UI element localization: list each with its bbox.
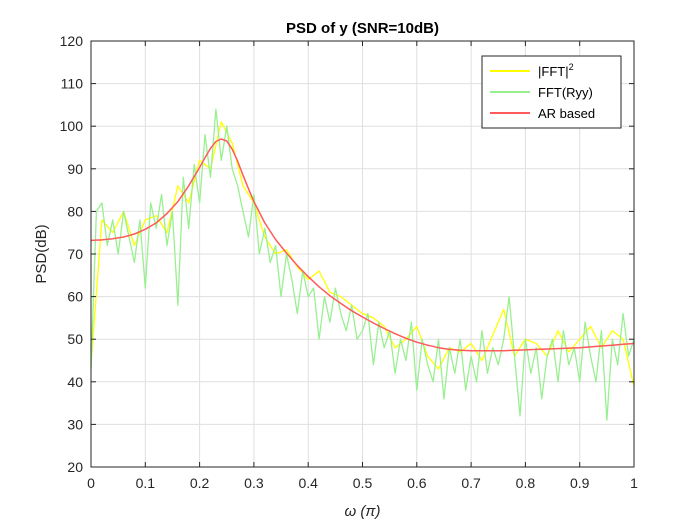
y-tick-label: 70	[67, 246, 83, 262]
y-tick-label: 120	[60, 33, 84, 49]
x-axis-label: ω (π)	[345, 503, 381, 520]
y-tick-label: 20	[67, 459, 83, 475]
legend-label-fft-sup: 2	[569, 62, 574, 72]
x-tick-label: 0.1	[136, 475, 156, 491]
legend-label-fft: |FFT|2	[538, 62, 574, 79]
legend: |FFT|2 FFT(Ryy) AR based	[481, 55, 622, 129]
series-layer	[90, 108, 635, 421]
fft-series-line	[90, 121, 635, 387]
y-tick-label: 100	[60, 118, 84, 134]
y-tick-label: 60	[67, 289, 83, 305]
legend-label-ar: AR based	[538, 106, 595, 121]
y-tick-label: 90	[67, 161, 83, 177]
y-tick-label: 30	[67, 416, 83, 432]
x-tick-label: 0.5	[353, 475, 373, 491]
x-tick-label: 0.8	[516, 475, 536, 491]
y-tick-label: 110	[61, 76, 84, 92]
y-tick-label: 50	[67, 331, 83, 347]
ticks: 0 0.1 0.2 0.3 0.4 0.5 0.6 0.7 0.8 0.9 120304050607…	[60, 33, 638, 491]
y-tick-label: 80	[67, 203, 83, 219]
x-tick-label: 0.4	[298, 475, 318, 491]
x-tick-label: 0.6	[407, 475, 427, 491]
x-tick-label: 1	[630, 475, 638, 491]
legend-label-fft-ryy: FFT(Ryy)	[538, 85, 593, 100]
x-tick-label: 0.3	[244, 475, 264, 491]
x-tick-label: 0	[87, 475, 95, 491]
fft-ryy-series-line	[90, 108, 635, 421]
legend-label-fft-base: |FFT|	[538, 64, 569, 79]
x-tick-label: 0.9	[570, 475, 590, 491]
y-tick-label: 40	[67, 374, 83, 390]
ar-series-line	[90, 138, 635, 352]
chart-title: PSD of y (SNR=10dB)	[286, 20, 439, 37]
x-tick-label: 0.7	[461, 475, 481, 491]
y-axis-label: PSD(dB)	[33, 224, 50, 283]
x-tick-label: 0.2	[190, 475, 210, 491]
